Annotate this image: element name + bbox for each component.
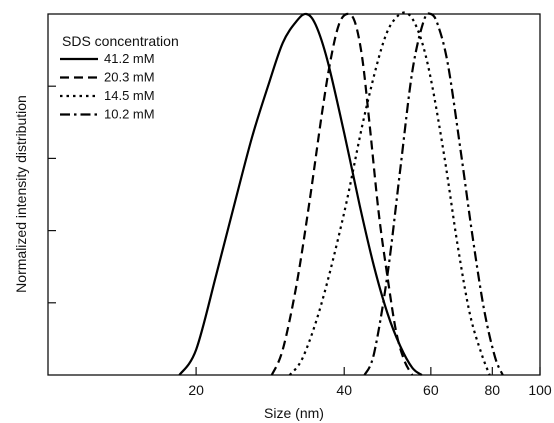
series-layer (178, 11, 504, 376)
series-line (288, 11, 491, 376)
series-line (363, 12, 504, 376)
x-axis-ticks: 20 40 60 80 100 (188, 367, 552, 398)
y-axis-ticks (48, 85, 56, 304)
plot-frame (47, 13, 541, 376)
y-axis-label: Normalized intensity distribution (13, 95, 29, 293)
legend-title: SDS concentration (62, 33, 179, 49)
legend-label: 14.5 mM (104, 88, 155, 103)
legend: SDS concentration 41.2 mM 20.3 mM 14.5 mM 1… (60, 33, 179, 122)
x-tick-label: 60 (423, 382, 439, 398)
x-tick-label: 40 (336, 382, 352, 398)
legend-items: 41.2 mM 20.3 mM 14.5 mM 10.2 mM (60, 51, 155, 122)
legend-label: 20.3 mM (104, 70, 155, 85)
x-axis-label: Size (nm) (264, 405, 324, 421)
series-line (270, 12, 414, 376)
legend-label: 41.2 mM (104, 51, 155, 66)
x-tick-label: 20 (188, 382, 204, 398)
series-line (178, 12, 423, 376)
legend-label: 10.2 mM (104, 107, 155, 122)
x-tick-label: 100 (528, 382, 552, 398)
x-tick-label: 80 (485, 382, 501, 398)
